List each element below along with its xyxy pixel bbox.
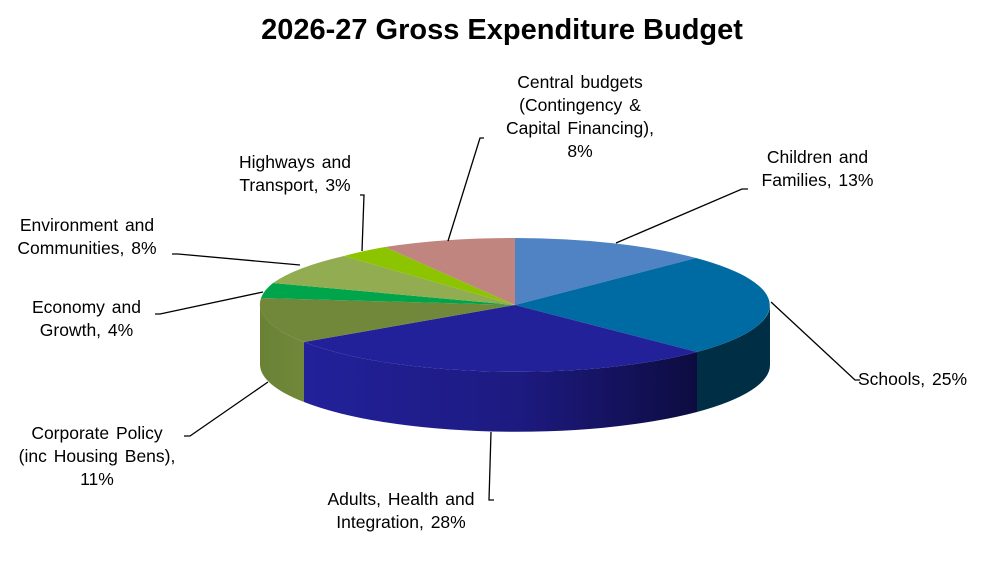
- slice-economy[interactable]: [261, 283, 515, 305]
- slice-schools[interactable]: [515, 258, 770, 352]
- label-corporate: Corporate Policy (inc Housing Bens), 11%: [2, 422, 192, 491]
- slice-side-schools: [697, 305, 771, 412]
- label-central-line3: Capital Financing),: [506, 118, 654, 138]
- leader-environment: [172, 253, 301, 266]
- pie-top: [259, 237, 770, 372]
- slice-side-corporate: [260, 305, 304, 402]
- label-central-line2: (Contingency &: [519, 95, 641, 115]
- label-schools-line1: Schools, 25%: [858, 369, 968, 389]
- label-economy-line2: Growth, 4%: [39, 320, 134, 340]
- label-corporate-line3: 11%: [80, 469, 114, 489]
- label-economy: Economy and Growth, 4%: [14, 296, 159, 342]
- label-highways-line1: Highways and: [239, 152, 351, 172]
- label-central: Central budgets (Contingency & Capital F…: [480, 71, 680, 163]
- label-children-line1: Children and: [766, 147, 869, 167]
- label-central-line4: 8%: [567, 141, 593, 161]
- slice-highways[interactable]: [344, 247, 515, 305]
- label-adults: Adults, Health and Integration, 28%: [306, 488, 496, 534]
- label-environment-line2: Communities, 8%: [17, 238, 157, 258]
- leader-highways: [360, 194, 365, 252]
- slice-adults[interactable]: [304, 305, 697, 372]
- label-highways: Highways and Transport, 3%: [222, 151, 368, 197]
- slice-children[interactable]: [515, 238, 696, 305]
- label-adults-line1: Adults, Health and: [327, 489, 475, 509]
- leader-central: [447, 137, 484, 242]
- label-environment: Environment and Communities, 8%: [2, 214, 172, 260]
- leader-lines: [155, 137, 860, 501]
- label-corporate-line2: (inc Housing Bens),: [18, 446, 176, 466]
- chart-title: 2026-27 Gross Expenditure Budget: [261, 14, 743, 46]
- slice-central[interactable]: [385, 237, 515, 305]
- slice-corporate[interactable]: [259, 298, 515, 342]
- label-environment-line1: Environment and: [19, 215, 155, 235]
- label-central-line1: Central budgets: [517, 72, 643, 92]
- leader-economy: [155, 291, 264, 315]
- leader-corporate: [184, 381, 269, 437]
- leader-children: [615, 188, 748, 244]
- pie-sides: [260, 305, 771, 432]
- leader-schools: [770, 301, 860, 381]
- label-adults-line2: Integration, 28%: [336, 512, 466, 532]
- label-children: Children and Families, 13%: [740, 146, 895, 192]
- label-children-line2: Families, 13%: [761, 170, 874, 190]
- label-schools: Schools, 25%: [858, 368, 1004, 391]
- slice-side-adults: [304, 342, 697, 432]
- slice-environment[interactable]: [273, 256, 515, 305]
- leader-adults: [488, 431, 494, 501]
- label-corporate-line1: Corporate Policy: [31, 423, 163, 443]
- label-highways-line2: Transport, 3%: [239, 175, 351, 195]
- label-economy-line1: Economy and: [31, 297, 141, 317]
